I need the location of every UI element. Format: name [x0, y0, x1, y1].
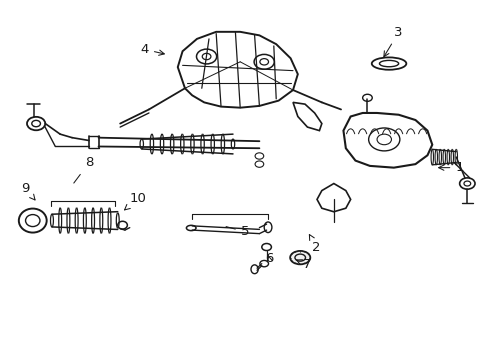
Text: 8: 8: [74, 156, 93, 183]
Text: 4: 4: [141, 43, 164, 56]
Text: 5: 5: [226, 225, 249, 238]
Text: 2: 2: [309, 235, 321, 253]
Text: 9: 9: [22, 182, 35, 200]
Text: 1: 1: [439, 161, 464, 174]
Text: 7: 7: [296, 258, 311, 271]
Text: 6: 6: [265, 252, 273, 265]
Text: 3: 3: [384, 26, 403, 57]
Text: 10: 10: [124, 192, 147, 210]
Ellipse shape: [290, 251, 310, 264]
